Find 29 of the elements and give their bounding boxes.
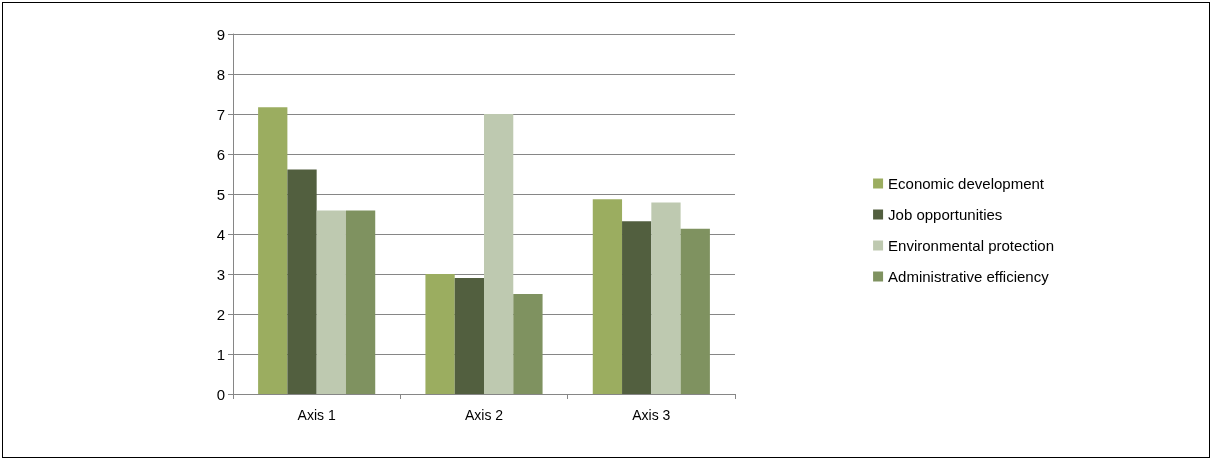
bar <box>425 274 455 394</box>
bar <box>651 202 681 394</box>
legend-label: Administrative efficiency <box>888 268 1050 285</box>
legend-label: Environmental protection <box>888 237 1055 254</box>
y-tick-label: 9 <box>216 25 225 43</box>
bar <box>287 169 317 394</box>
y-tick-label: 1 <box>216 345 225 363</box>
x-tick-label: Axis 2 <box>464 407 504 423</box>
bar <box>592 199 623 394</box>
y-tick-label: 6 <box>216 145 225 163</box>
bar <box>484 114 514 394</box>
y-tick-label: 2 <box>216 305 225 323</box>
y-tick-label: 4 <box>216 225 225 243</box>
bar <box>454 278 484 394</box>
bar <box>345 210 376 394</box>
y-tick-label: 7 <box>216 105 225 123</box>
bar <box>513 294 543 394</box>
x-tick-label: Axis 1 <box>297 407 336 423</box>
legend-label: Job opportunities <box>888 206 1003 223</box>
y-tick-label: 8 <box>216 65 225 83</box>
bar <box>622 221 652 394</box>
y-tick-label: 0 <box>216 385 225 403</box>
bar <box>680 228 710 394</box>
y-tick-label: 5 <box>216 185 225 203</box>
legend-label: Economic development <box>888 175 1045 192</box>
y-tick-label: 3 <box>216 265 225 283</box>
bar <box>316 210 346 394</box>
bar <box>258 107 288 394</box>
x-tick-label: Axis 3 <box>632 407 671 423</box>
